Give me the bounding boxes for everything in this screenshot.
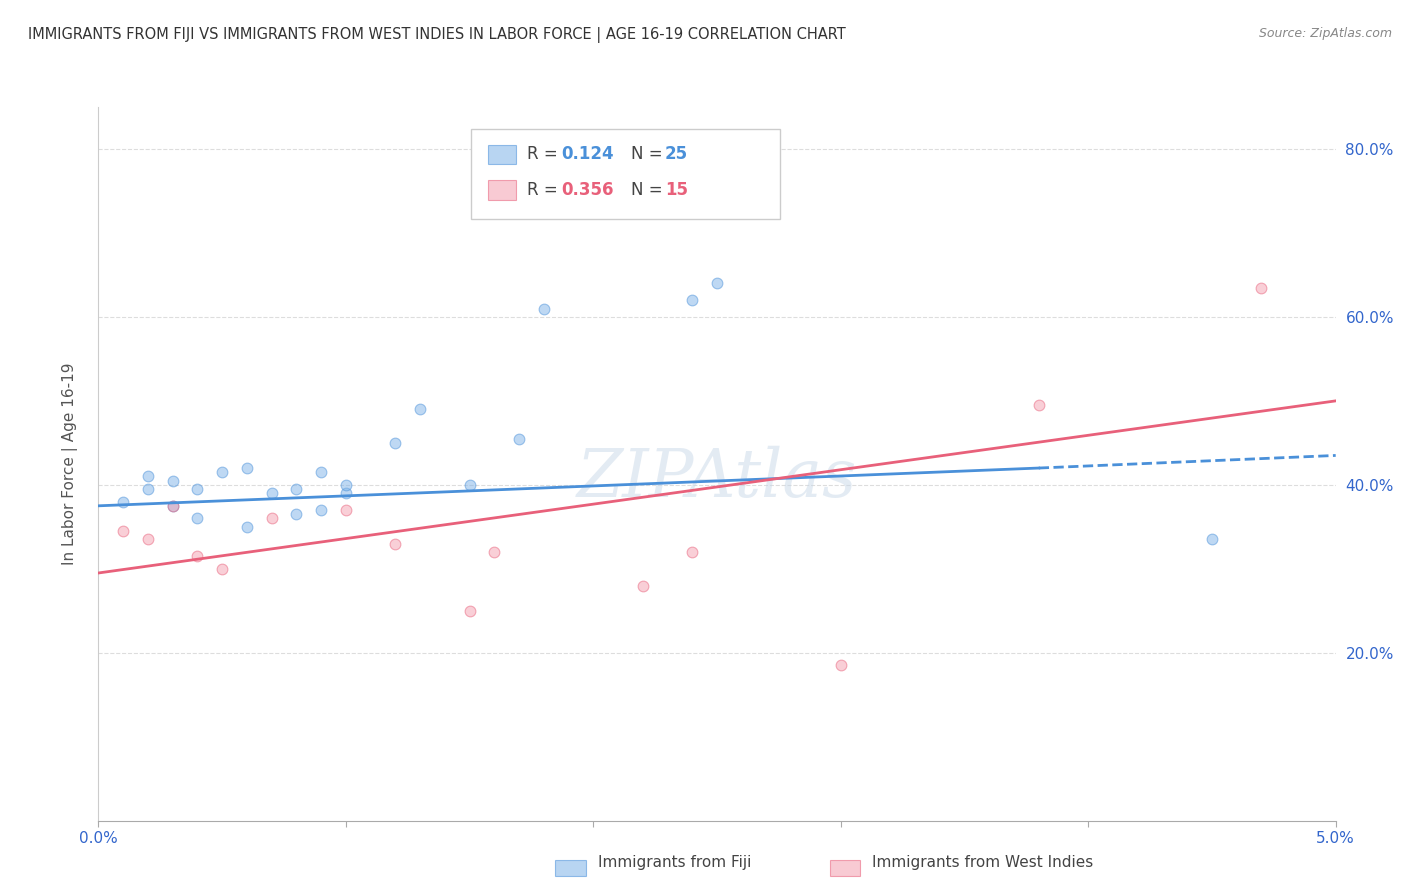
Point xyxy=(136,469,159,483)
Point xyxy=(508,432,530,446)
Point xyxy=(484,545,506,559)
Text: Immigrants from West Indies: Immigrants from West Indies xyxy=(872,855,1092,870)
Point xyxy=(409,402,432,417)
Point xyxy=(186,482,208,496)
Text: N =: N = xyxy=(631,145,668,163)
Text: N =: N = xyxy=(631,181,668,199)
Point xyxy=(335,503,357,517)
Point xyxy=(162,499,184,513)
Point xyxy=(1250,280,1272,294)
Point xyxy=(309,503,332,517)
Point xyxy=(136,533,159,547)
Point xyxy=(236,520,259,534)
Text: R =: R = xyxy=(527,181,564,199)
Point xyxy=(285,507,308,521)
Point xyxy=(1028,398,1050,412)
Text: 0.124: 0.124 xyxy=(561,145,613,163)
Point xyxy=(112,524,135,538)
Text: 15: 15 xyxy=(665,181,688,199)
Point xyxy=(681,545,703,559)
Text: R =: R = xyxy=(527,145,564,163)
Point xyxy=(136,482,159,496)
Point xyxy=(186,511,208,525)
Point xyxy=(681,293,703,307)
Point xyxy=(309,465,332,479)
Point xyxy=(384,536,406,550)
Text: ZIPAtlas: ZIPAtlas xyxy=(576,445,858,511)
Point xyxy=(211,562,233,576)
Point xyxy=(285,482,308,496)
Text: 25: 25 xyxy=(665,145,688,163)
Point xyxy=(162,499,184,513)
Y-axis label: In Labor Force | Age 16-19: In Labor Force | Age 16-19 xyxy=(62,362,77,566)
Point xyxy=(335,486,357,500)
Point xyxy=(830,658,852,673)
Point xyxy=(236,461,259,475)
Point xyxy=(260,511,283,525)
Point xyxy=(260,486,283,500)
Text: Immigrants from Fiji: Immigrants from Fiji xyxy=(598,855,751,870)
Point xyxy=(112,494,135,508)
Point xyxy=(631,578,654,592)
Point xyxy=(211,465,233,479)
Point xyxy=(162,474,184,488)
Point xyxy=(458,604,481,618)
Point xyxy=(1201,533,1223,547)
Text: Source: ZipAtlas.com: Source: ZipAtlas.com xyxy=(1258,27,1392,40)
Point xyxy=(384,435,406,450)
Point xyxy=(706,277,728,291)
Point xyxy=(335,478,357,492)
Text: IMMIGRANTS FROM FIJI VS IMMIGRANTS FROM WEST INDIES IN LABOR FORCE | AGE 16-19 C: IMMIGRANTS FROM FIJI VS IMMIGRANTS FROM … xyxy=(28,27,846,43)
Point xyxy=(186,549,208,564)
Point xyxy=(458,478,481,492)
Point xyxy=(533,301,555,316)
Text: 0.356: 0.356 xyxy=(561,181,613,199)
